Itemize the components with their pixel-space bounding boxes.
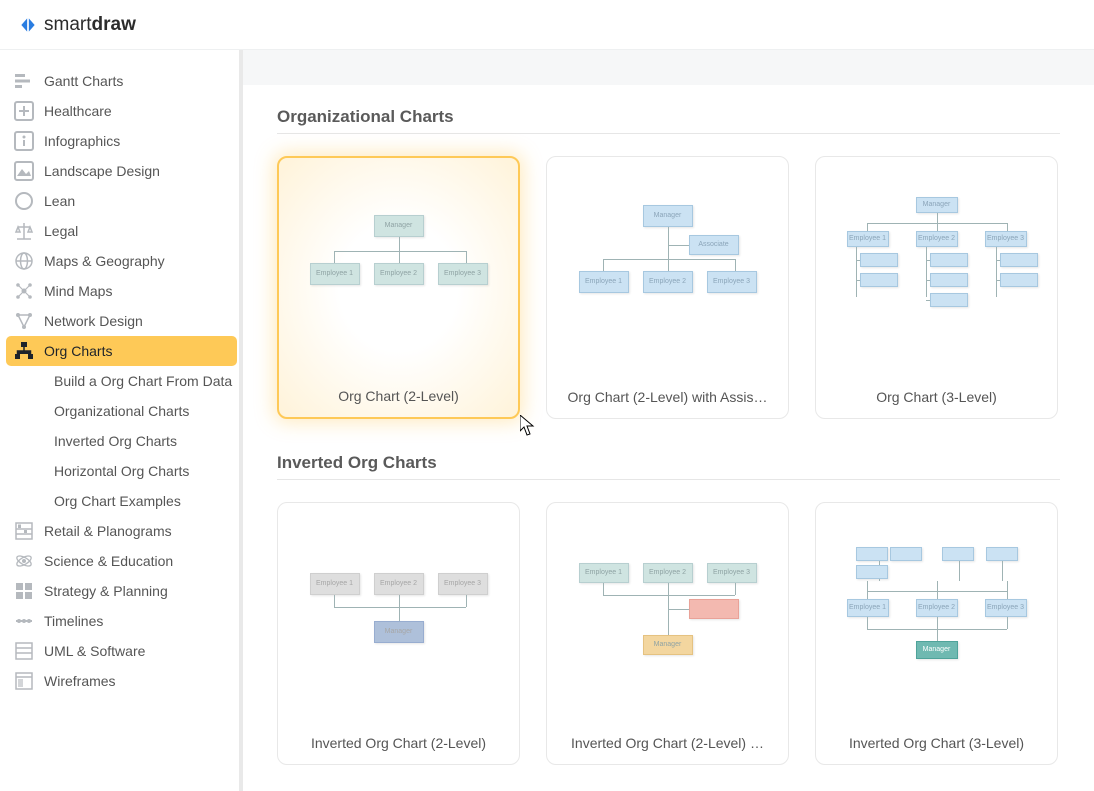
sidebar-item-label: Healthcare (44, 103, 112, 119)
sidebar-item-label: Strategy & Planning (44, 583, 168, 599)
orgchart-icon (14, 341, 34, 361)
sidebar-item-label: UML & Software (44, 643, 145, 659)
sidebar-item-healthcare[interactable]: Healthcare (6, 96, 237, 126)
atom-icon (14, 551, 34, 571)
sidebar-subitem[interactable]: Horizontal Org Charts (6, 456, 237, 486)
sidebar-item-infographics[interactable]: Infographics (6, 126, 237, 156)
sidebar-item-maps[interactable]: Maps & Geography (6, 246, 237, 276)
globe-icon (14, 251, 34, 271)
sidebar-item-label: Landscape Design (44, 163, 160, 179)
scale-icon (14, 221, 34, 241)
sidebar-item-mindmaps[interactable]: Mind Maps (6, 276, 237, 306)
sidebar-item-label: Maps & Geography (44, 253, 165, 269)
sidebar-item-timelines[interactable]: Timelines (6, 606, 237, 636)
sidebar-item-strategy[interactable]: Strategy & Planning (6, 576, 237, 606)
template-preview: ManagerEmployee 1Employee 2Employee 3 (279, 158, 518, 375)
template-card-label: Inverted Org Chart (3-Level) (816, 722, 1057, 764)
template-card[interactable]: ManagerAssociateEmployee 1Employee 2Empl… (546, 156, 789, 419)
template-preview: Employee 1Employee 2Employee 3Manager (547, 503, 788, 722)
brand-logo[interactable]: smartdraw (18, 14, 136, 36)
timeline-icon (14, 611, 34, 631)
sidebar-item-label: Gantt Charts (44, 73, 123, 89)
sidebar-item-science[interactable]: Science & Education (6, 546, 237, 576)
template-preview: Employee 1Employee 2Employee 3Manager (816, 503, 1057, 722)
sidebar-item-lean[interactable]: Lean (6, 186, 237, 216)
shelf-icon (14, 521, 34, 541)
template-card[interactable]: Employee 1Employee 2Employee 3ManagerInv… (815, 502, 1058, 765)
template-card-label: Inverted Org Chart (2-Level) (278, 722, 519, 764)
main-toolbar-strip (243, 50, 1094, 85)
template-card[interactable]: ManagerEmployee 1Employee 2Employee 3Org… (815, 156, 1058, 419)
sidebar-item-label: Timelines (44, 613, 103, 629)
template-preview: Employee 1Employee 2Employee 3Manager (278, 503, 519, 722)
sidebar-item-orgcharts[interactable]: Org Charts (6, 336, 237, 366)
wireframe-icon (14, 671, 34, 691)
sidebar-item-gantt[interactable]: Gantt Charts (6, 66, 237, 96)
template-preview: ManagerEmployee 1Employee 2Employee 3 (816, 157, 1057, 376)
template-preview: ManagerAssociateEmployee 1Employee 2Empl… (547, 157, 788, 376)
brand-logo-icon (18, 15, 38, 35)
sidebar-item-label: Org Charts (44, 343, 112, 359)
sidebar-item-label: Retail & Planograms (44, 523, 172, 539)
sidebar-item-legal[interactable]: Legal (6, 216, 237, 246)
landscape-icon (14, 161, 34, 181)
main-content: Organizational Charts ManagerEmployee 1Em… (243, 50, 1094, 791)
section-divider (277, 479, 1060, 480)
sidebar-item-label: Wireframes (44, 673, 116, 689)
sidebar-item-uml[interactable]: UML & Software (6, 636, 237, 666)
sidebar-item-wireframes[interactable]: Wireframes (6, 666, 237, 696)
app-header: smartdraw (0, 0, 1094, 50)
section-title: Inverted Org Charts (277, 453, 1060, 473)
grid-icon (14, 581, 34, 601)
sidebar: Gantt Charts Healthcare Infographics Landsc… (0, 50, 243, 791)
sidebar-item-label: Science & Education (44, 553, 173, 569)
info-square-icon (14, 131, 34, 151)
sidebar-item-landscape[interactable]: Landscape Design (6, 156, 237, 186)
template-card[interactable]: Employee 1Employee 2Employee 3ManagerInv… (546, 502, 789, 765)
template-card-label: Org Chart (2-Level) with Assis… (547, 376, 788, 418)
template-section: Inverted Org Charts Employee 1Employee 2E… (243, 431, 1094, 777)
template-card[interactable]: ManagerEmployee 1Employee 2Employee 3Org… (277, 156, 520, 419)
sidebar-item-label: Mind Maps (44, 283, 112, 299)
template-card-label: Org Chart (3-Level) (816, 376, 1057, 418)
card-row: Employee 1Employee 2Employee 3ManagerInv… (277, 502, 1060, 765)
section-title: Organizational Charts (277, 107, 1060, 127)
brand-logo-text: smartdraw (44, 14, 136, 36)
network-icon (14, 311, 34, 331)
template-card-label: Inverted Org Chart (2-Level) … (547, 722, 788, 764)
section-divider (277, 133, 1060, 134)
template-section: Organizational Charts ManagerEmployee 1Em… (243, 85, 1094, 431)
mindmap-icon (14, 281, 34, 301)
sidebar-subitem[interactable]: Org Chart Examples (6, 486, 237, 516)
template-card-label: Org Chart (2-Level) (279, 375, 518, 417)
sidebar-item-network[interactable]: Network Design (6, 306, 237, 336)
sidebar-subitem[interactable]: Inverted Org Charts (6, 426, 237, 456)
plus-square-icon (14, 101, 34, 121)
sidebar-item-label: Legal (44, 223, 78, 239)
bars-stagger-icon (14, 71, 34, 91)
circle-icon (14, 191, 34, 211)
card-row: ManagerEmployee 1Employee 2Employee 3Org… (277, 156, 1060, 419)
sidebar-item-label: Infographics (44, 133, 120, 149)
sidebar-item-retail[interactable]: Retail & Planograms (6, 516, 237, 546)
sidebar-subitem[interactable]: Organizational Charts (6, 396, 237, 426)
sidebar-item-label: Lean (44, 193, 75, 209)
sidebar-subitem[interactable]: Build a Org Chart From Data (6, 366, 237, 396)
uml-icon (14, 641, 34, 661)
sidebar-item-label: Network Design (44, 313, 143, 329)
template-card[interactable]: Employee 1Employee 2Employee 3ManagerInv… (277, 502, 520, 765)
